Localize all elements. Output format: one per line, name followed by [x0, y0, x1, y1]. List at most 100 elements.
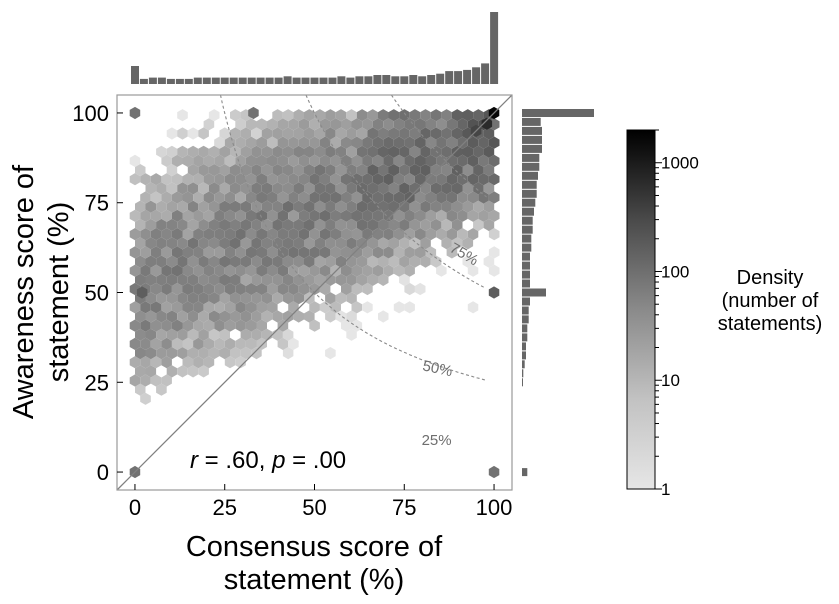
hex-cell [182, 356, 194, 369]
hex-cell [140, 173, 151, 186]
hex-cell [140, 392, 151, 405]
hex-cell [304, 237, 315, 250]
hex-cell [230, 109, 241, 122]
colorbar-tick-label: 100 [661, 262, 689, 281]
hex-cell [198, 365, 209, 378]
hex-cell [182, 319, 194, 332]
x-histogram-bar [346, 77, 355, 84]
hex-cell [140, 337, 151, 350]
x-histogram-bar [391, 76, 400, 84]
hex-cell [288, 337, 299, 350]
y-histogram-bar [522, 306, 529, 315]
hex-cell [399, 218, 410, 232]
hex-cell [203, 301, 215, 314]
y-histogram-bar [522, 297, 530, 306]
hex-cell [436, 209, 447, 222]
x-histogram-bar [139, 78, 148, 84]
hex-cell [341, 173, 352, 186]
hex-cell [346, 109, 357, 122]
hex-cell [304, 200, 315, 213]
hex-cell [256, 191, 267, 204]
hex-cell [240, 200, 252, 213]
hex-cell [135, 200, 146, 213]
hex-cell [367, 164, 378, 177]
hex-cell [451, 200, 463, 213]
hex-cell [383, 246, 394, 259]
hex-cell [341, 319, 352, 332]
hex-cell [245, 301, 257, 314]
x-histogram-bar [283, 76, 292, 84]
y-marginal-histogram [522, 109, 594, 477]
hex-cell [129, 209, 141, 222]
hex-cell [129, 374, 141, 387]
y-histogram-bar [522, 468, 528, 477]
hex-cell [288, 264, 299, 277]
hex-cell [372, 136, 384, 149]
hex-cell [399, 145, 410, 158]
hex-cell [140, 228, 151, 241]
y-histogram-bar [522, 171, 538, 180]
hex-cell [335, 237, 347, 250]
hex-cell [341, 118, 352, 131]
x-tick-label: 50 [302, 495, 326, 520]
hex-cell [208, 292, 220, 305]
hex-cell [198, 218, 209, 232]
stat-p-value: = .00 [285, 447, 346, 474]
y-histogram-bar [522, 315, 529, 324]
hex-cell [488, 209, 500, 222]
colorbar-tick-label: 1 [661, 480, 670, 499]
hex-cell [293, 109, 304, 122]
y-histogram-bar [522, 234, 532, 243]
hex-cell [235, 337, 246, 350]
hex-cell [488, 191, 500, 204]
hex-cell [135, 164, 146, 177]
contour-label: 50% [421, 357, 454, 380]
hex-cell [446, 118, 458, 131]
hex-cell [409, 164, 421, 177]
hex-cell [473, 164, 484, 177]
hex-cell [208, 182, 220, 195]
hex-cell [309, 118, 320, 131]
hex-cell [441, 218, 452, 232]
hex-cell [399, 164, 410, 177]
hex-cell [171, 191, 183, 204]
hex-cell [451, 218, 463, 232]
hex-cell [356, 273, 368, 286]
hex-cell [224, 246, 236, 259]
hex-cell [198, 145, 209, 158]
hex-cell [198, 127, 209, 140]
hex-cell [193, 356, 204, 369]
hex-cell [282, 127, 294, 140]
hex-cell [230, 310, 241, 323]
y-histogram-bar [522, 180, 537, 189]
hex-cell [277, 173, 289, 186]
hex-cell [367, 145, 378, 158]
hex-cell [171, 264, 183, 277]
hex-cell [393, 209, 405, 222]
hex-cell [425, 173, 437, 186]
hex-cell [425, 191, 437, 204]
hex-cell [245, 264, 257, 277]
hex-cell [198, 200, 209, 213]
hex-cell [414, 246, 426, 259]
hex-cell [282, 218, 294, 232]
hex-cell [362, 209, 373, 222]
hex-cell [261, 273, 273, 286]
hex-cell [351, 301, 363, 314]
hex-cell [245, 136, 257, 149]
hex-cell [399, 109, 410, 122]
hex-cell [240, 255, 252, 268]
x-histogram-bar [274, 77, 283, 84]
hex-cell [346, 292, 357, 305]
hex-cell [230, 145, 241, 158]
hex-cell [404, 228, 415, 241]
hex-cell [288, 282, 299, 296]
hex-cell [356, 145, 368, 158]
hex-cell [245, 173, 257, 186]
hex-cell [198, 255, 209, 268]
hex-cell [483, 255, 495, 268]
hex-cell [219, 347, 230, 360]
hex-cell [304, 109, 315, 122]
hex-cell [367, 255, 378, 268]
hex-cell [140, 301, 151, 314]
